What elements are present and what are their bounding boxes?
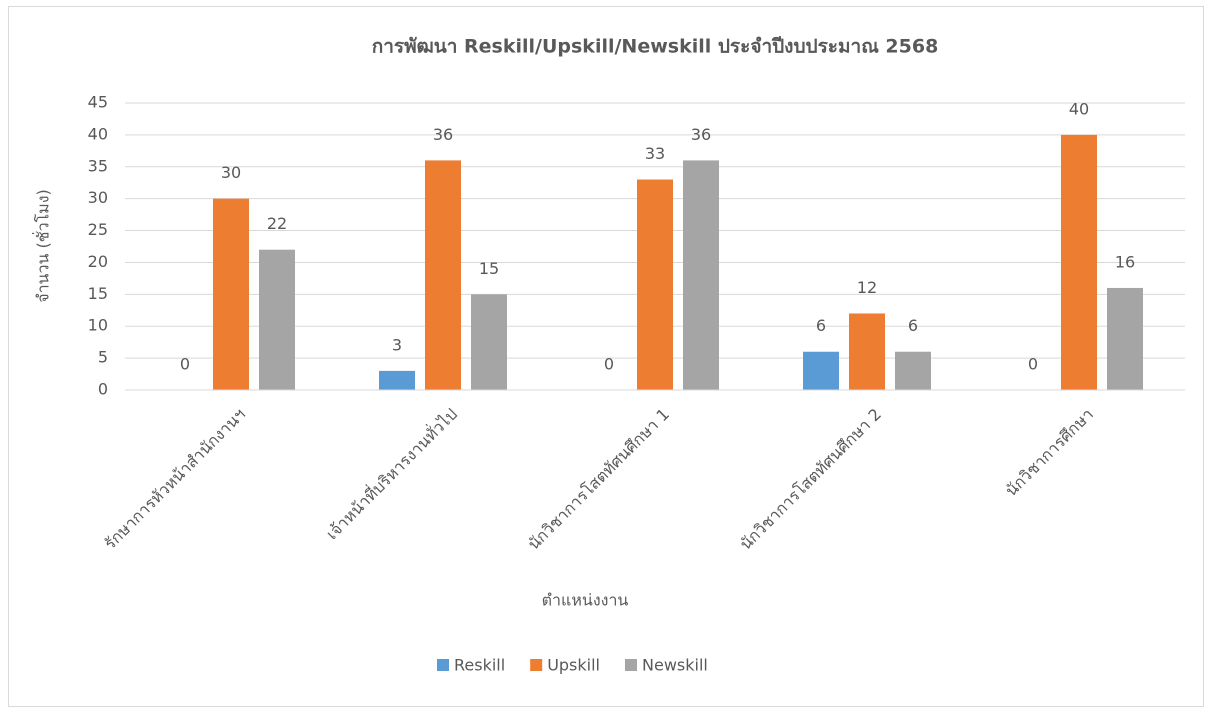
x-axis-title: ตำแหน่งงาน <box>542 591 629 610</box>
legend-swatch <box>625 659 637 671</box>
chart-title: การพัฒนา Reskill/Upskill/Newskill ประจำป… <box>372 36 939 58</box>
chart-border <box>8 6 1204 707</box>
data-label: 40 <box>1069 99 1089 118</box>
bar <box>1061 134 1097 390</box>
y-tick-label: 5 <box>98 348 108 367</box>
legend-swatch <box>530 659 543 671</box>
bar <box>849 313 885 390</box>
data-label: 3 <box>392 335 402 354</box>
data-label: 0 <box>604 355 614 374</box>
data-label: 15 <box>479 259 499 278</box>
bar <box>425 160 461 390</box>
bar <box>1107 287 1143 390</box>
data-label: 36 <box>433 125 453 144</box>
y-axis-title: จำนวน (ชั่วโมง) <box>32 189 53 303</box>
data-label: 22 <box>267 214 287 233</box>
y-tick-label: 10 <box>88 316 108 335</box>
data-label: 33 <box>645 144 665 163</box>
y-tick-label: 25 <box>88 220 108 239</box>
bar <box>895 351 931 390</box>
bar <box>259 249 295 390</box>
data-label: 6 <box>816 316 826 335</box>
legend-label: Upskill <box>547 656 600 675</box>
y-tick-label: 0 <box>98 380 108 399</box>
bar <box>683 160 719 390</box>
bar <box>471 294 507 390</box>
y-tick-label: 15 <box>88 284 108 303</box>
y-tick-label: 45 <box>88 93 108 112</box>
legend-label: Newskill <box>642 656 708 675</box>
bar <box>213 198 249 390</box>
legend-swatch <box>437 659 449 671</box>
data-label: 36 <box>691 125 711 144</box>
data-label: 6 <box>908 316 918 335</box>
y-tick-label: 30 <box>88 188 108 207</box>
data-label: 12 <box>857 278 877 297</box>
data-label: 16 <box>1115 252 1135 271</box>
legend-label: Reskill <box>454 656 505 675</box>
data-label: 0 <box>1028 355 1038 374</box>
data-label: 30 <box>221 163 241 182</box>
bar <box>803 351 839 390</box>
bar <box>637 179 673 390</box>
bar <box>379 370 415 390</box>
y-tick-label: 40 <box>88 124 108 143</box>
y-tick-label: 35 <box>88 156 108 175</box>
data-label: 0 <box>180 355 190 374</box>
y-tick-label: 20 <box>88 252 108 271</box>
